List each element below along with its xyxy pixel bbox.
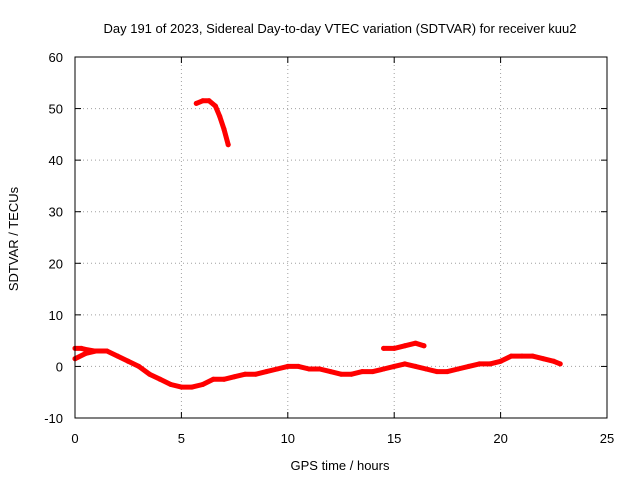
data-point	[455, 366, 461, 372]
x-axis: 0 5 10 15 20 25	[71, 57, 614, 446]
data-point	[189, 384, 195, 390]
data-point	[381, 366, 387, 372]
y-tick-label: -10	[44, 411, 63, 426]
data-point	[221, 376, 227, 382]
y-tick-label: 40	[49, 153, 63, 168]
data-point	[402, 361, 408, 367]
data-point	[381, 345, 387, 351]
y-tick-label: 30	[49, 205, 63, 220]
data-point	[551, 358, 557, 364]
data-point	[285, 363, 291, 369]
data-point	[125, 358, 131, 364]
data-point	[98, 348, 103, 354]
x-tick-label: 5	[178, 431, 185, 446]
data-point	[78, 345, 84, 351]
y-axis: -10 0 10 20 30 40 50 60	[44, 50, 607, 426]
data-point	[317, 366, 323, 372]
chart-title: Day 191 of 2023, Sidereal Day-to-day VTE…	[103, 21, 576, 36]
data-point	[212, 103, 218, 109]
data-point	[147, 371, 152, 377]
data-point	[359, 369, 365, 375]
data-point	[498, 358, 504, 364]
data-point	[178, 384, 184, 390]
data-point	[83, 351, 89, 356]
y-axis-label: SDTVAR / TECUs	[6, 186, 21, 291]
x-tick-label: 0	[71, 431, 78, 446]
data-point	[370, 369, 376, 375]
x-axis-label: GPS time / hours	[291, 458, 390, 473]
y-tick-label: 50	[49, 102, 63, 117]
data-point	[557, 361, 563, 367]
data-point	[193, 100, 199, 106]
x-tick-label: 10	[281, 431, 295, 446]
x-tick-label: 20	[493, 431, 507, 446]
data-point	[349, 371, 355, 377]
data-point	[242, 371, 248, 377]
data-point	[200, 382, 206, 387]
data-point	[91, 348, 97, 354]
data-point	[274, 366, 280, 372]
data-point	[104, 348, 110, 354]
data-point	[391, 363, 397, 369]
series-layer	[72, 98, 563, 390]
data-point	[217, 113, 223, 119]
y-tick-label: 60	[49, 50, 63, 65]
y-tick-label: 0	[56, 359, 63, 374]
series-line-sdtvar-arc-1	[193, 98, 231, 148]
data-point	[466, 363, 472, 369]
x-tick-label: 15	[387, 431, 401, 446]
data-point	[519, 353, 525, 359]
data-point	[115, 353, 121, 359]
data-point	[225, 142, 231, 148]
data-point	[476, 361, 482, 367]
data-point	[421, 343, 427, 349]
data-point	[210, 376, 216, 382]
data-point	[306, 366, 312, 372]
data-point	[338, 371, 344, 377]
data-point	[253, 371, 259, 377]
data-point	[530, 353, 535, 359]
data-point	[168, 382, 174, 387]
x-tick-label: 25	[600, 431, 614, 446]
data-point	[136, 363, 142, 369]
data-point	[434, 369, 440, 375]
data-point	[444, 369, 450, 375]
data-point	[295, 363, 301, 369]
data-point	[413, 363, 418, 369]
y-tick-label: 20	[49, 256, 63, 271]
data-point	[487, 361, 493, 367]
plot-frame	[74, 56, 608, 419]
data-point	[206, 98, 212, 104]
data-point	[85, 347, 91, 353]
data-point	[221, 126, 227, 132]
data-point	[402, 343, 408, 349]
data-point	[508, 353, 514, 359]
data-point	[391, 345, 397, 351]
data-point	[540, 356, 546, 362]
grid-lines	[75, 57, 607, 418]
data-point	[327, 369, 333, 375]
data-point	[423, 366, 429, 372]
data-point	[157, 376, 163, 382]
data-point	[264, 369, 269, 375]
data-point	[413, 340, 418, 346]
y-tick-label: 10	[49, 308, 63, 323]
data-point	[232, 374, 238, 380]
data-point	[200, 98, 206, 104]
